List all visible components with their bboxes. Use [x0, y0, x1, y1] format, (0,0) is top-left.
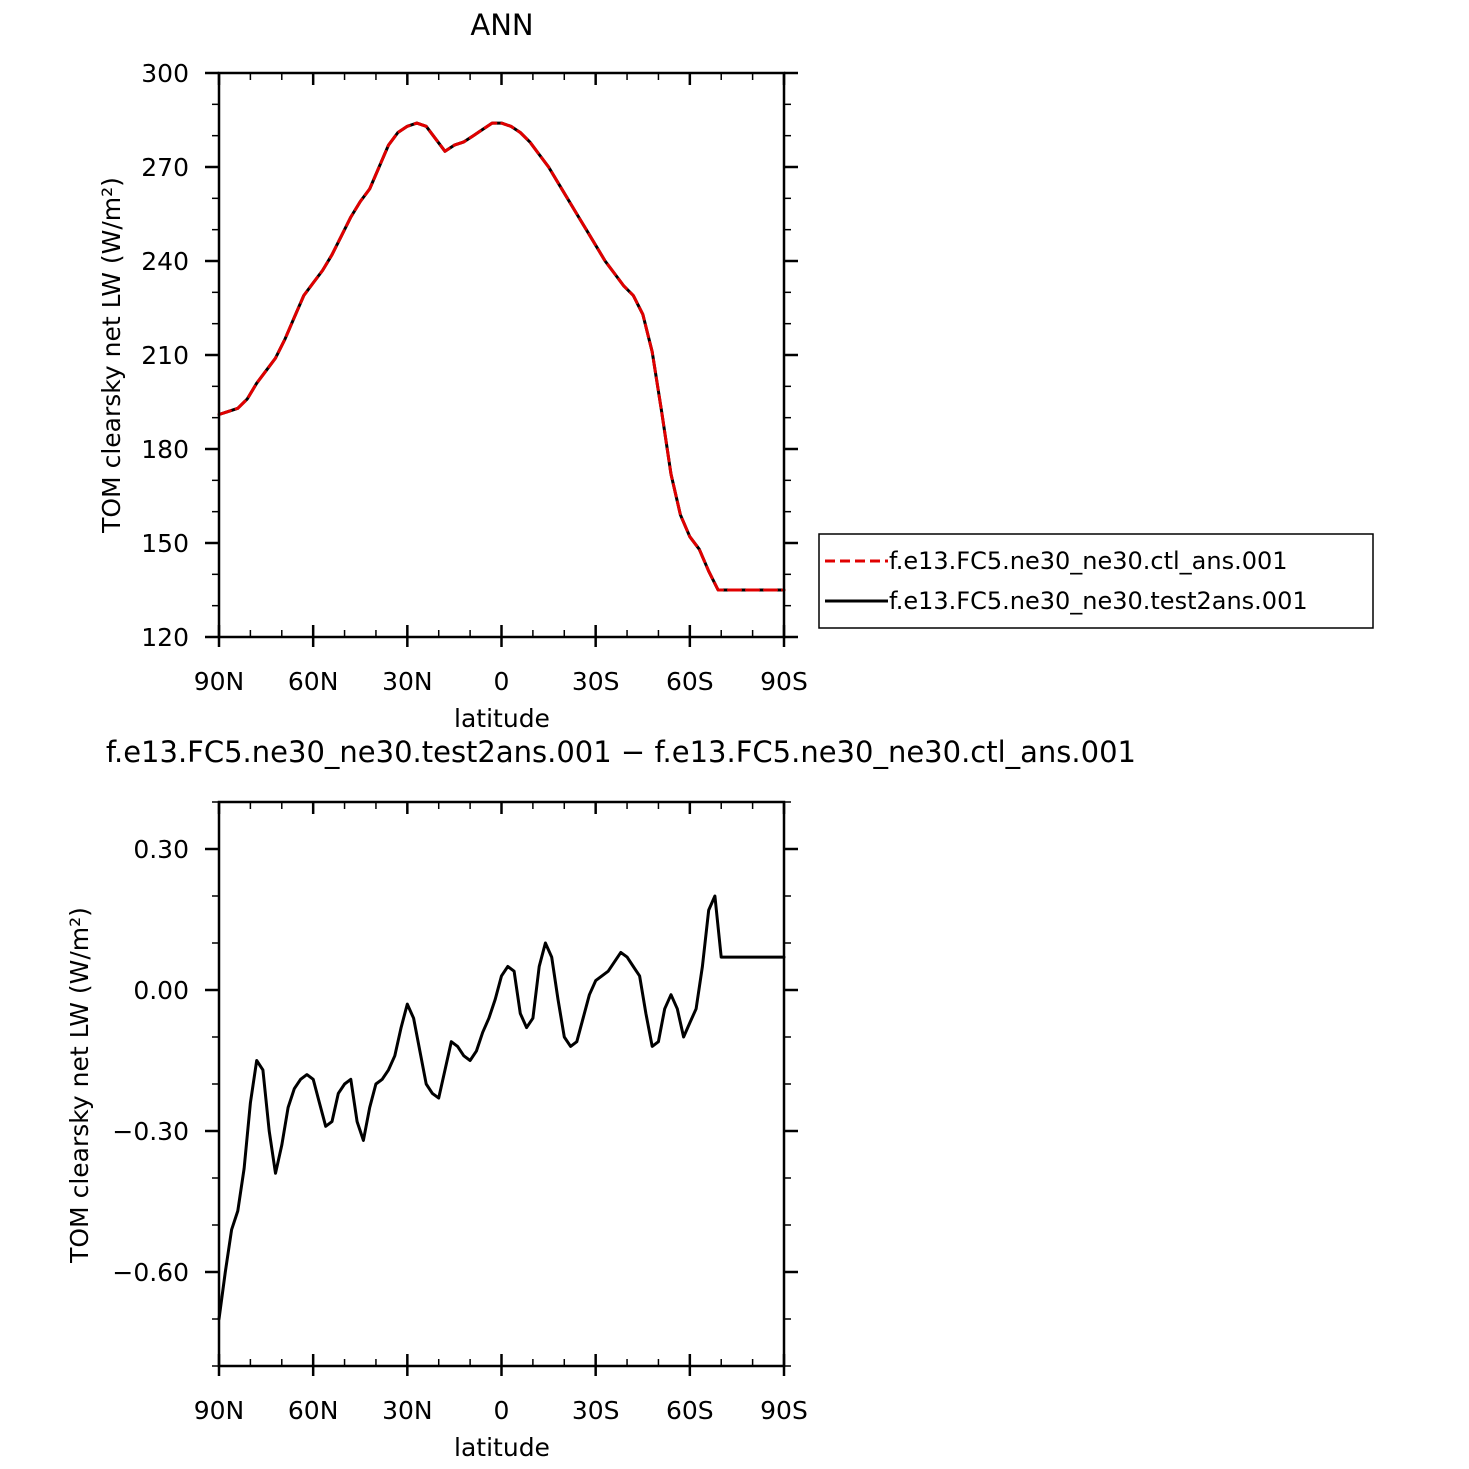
top-panel: ANN 90N 60N 30N 0 30S 60S 90S 120 150 180 210 240 2…: [97, 8, 808, 733]
top-plot-title: ANN: [470, 8, 533, 42]
bottom-series-group: [217, 894, 786, 1321]
bottom-x-tick-label: 0: [494, 1396, 510, 1425]
top-x-tick-label: 60N: [288, 667, 339, 696]
bottom-panel: f.e13.FC5.ne30_ne30.test2ans.001 − f.e13…: [65, 735, 1136, 1462]
bottom-x-tick-label: 60N: [288, 1396, 339, 1425]
top-y-tick-label: 180: [141, 435, 189, 464]
bottom-x-axis-title: latitude: [454, 1433, 550, 1462]
bottom-x-tick-label: 60S: [666, 1396, 714, 1425]
top-x-tick-labels: 90N 60N 30N 0 30S 60S 90S: [194, 667, 808, 696]
top-y-tick-label: 240: [141, 247, 189, 276]
top-y-axis-title: TOM clearsky net LW (W/m²): [97, 177, 126, 534]
legend-label-ctl: f.e13.FC5.ne30_ne30.ctl_ans.001: [889, 547, 1288, 575]
bottom-plot-frame: [217, 800, 786, 1368]
top-y-tick-label: 300: [141, 59, 189, 88]
top-x-tick-label: 90S: [760, 667, 808, 696]
bottom-x-tick-labels: 90N 60N 30N 0 30S 60S 90S: [194, 1396, 808, 1425]
top-series-line-test: [217, 121, 786, 592]
bottom-y-tick-label: 0.30: [133, 835, 189, 864]
top-series-line-ctl: [217, 121, 786, 592]
top-tick-marks: [205, 71, 798, 647]
legend-label-test: f.e13.FC5.ne30_ne30.test2ans.001: [889, 587, 1308, 615]
top-y-tick-labels: 120 150 180 210 240 270 300: [141, 59, 189, 652]
top-x-tick-label: 0: [494, 667, 510, 696]
legend-box: [818, 533, 1374, 629]
top-x-tick-label: 30S: [572, 667, 620, 696]
top-plot-frame: [217, 71, 786, 639]
top-y-tick-label: 210: [141, 341, 189, 370]
top-y-tick-label: 120: [141, 623, 189, 652]
bottom-y-tick-labels: 0.30 0.00 −0.30 −0.60: [112, 835, 189, 1287]
top-x-axis-title: latitude: [454, 704, 550, 733]
bottom-series-line-test: [217, 894, 786, 1321]
bottom-x-tick-label: 90S: [760, 1396, 808, 1425]
bottom-y-tick-label: −0.30: [112, 1117, 189, 1146]
bottom-plot-title: f.e13.FC5.ne30_ne30.test2ans.001 − f.e13…: [106, 735, 1136, 769]
top-x-tick-label: 30N: [382, 667, 433, 696]
legend: f.e13.FC5.ne30_ne30.ctl_ans.001 f.e13.FC…: [818, 533, 1374, 629]
top-x-tick-label: 60S: [666, 667, 714, 696]
bottom-x-tick-label: 30S: [572, 1396, 620, 1425]
bottom-y-tick-label: 0.00: [133, 976, 189, 1005]
bottom-y-tick-label: −0.60: [112, 1258, 189, 1287]
bottom-x-tick-label: 30N: [382, 1396, 433, 1425]
top-y-tick-label: 150: [141, 529, 189, 558]
bottom-x-tick-label: 90N: [194, 1396, 245, 1425]
top-y-tick-label: 270: [141, 153, 189, 182]
top-series-group: [217, 121, 786, 592]
top-x-tick-label: 90N: [194, 667, 245, 696]
bottom-y-axis-title: TOM clearsky net LW (W/m²): [65, 907, 94, 1264]
